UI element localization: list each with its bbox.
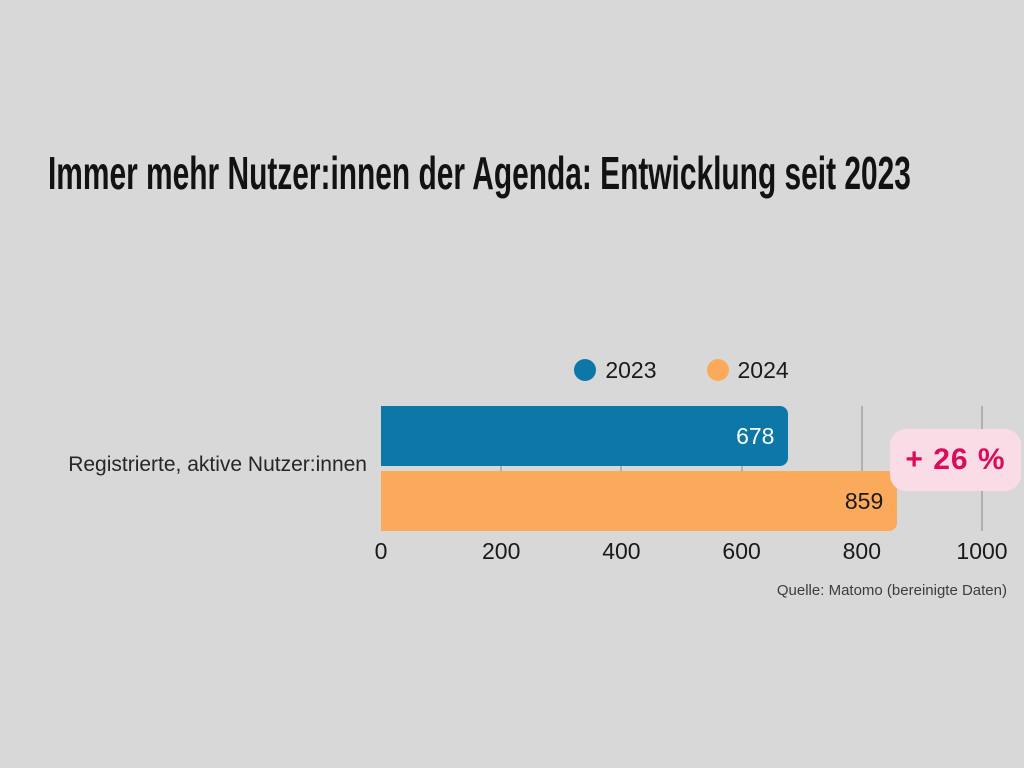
x-axis: 0 200 400 600 800 1000: [375, 538, 1008, 566]
x-tick-label: 200: [482, 538, 521, 564]
legend-label-2024: 2024: [737, 356, 789, 383]
x-tick-label: 1000: [956, 538, 1008, 564]
x-tick-label: 800: [842, 538, 881, 564]
legend-dot-2024-icon: [706, 359, 729, 381]
chart-legend: 2023 2024: [381, 356, 982, 384]
chart-title: Immer mehr Nutzer:innen der Agenda: Entw…: [48, 147, 911, 199]
plot-area: 678 859: [381, 406, 983, 531]
bar-value-2024: 859: [844, 487, 884, 514]
bar-2024: 859: [381, 471, 898, 531]
gridline: [740, 406, 743, 531]
bar-value-2023: 678: [736, 422, 775, 449]
source-note: Quelle: Matomo (bereinigte Daten): [776, 582, 1007, 599]
category-label: Registrierte, aktive Nutzer:innen: [68, 453, 367, 476]
legend-dot-2023-icon: [574, 359, 597, 381]
legend-item-2023: 2023: [574, 356, 657, 384]
x-tick-label: 400: [602, 538, 641, 564]
gridline: [860, 406, 863, 531]
x-tick-label: 0: [374, 538, 388, 564]
gridline: [620, 406, 623, 531]
gridline: [500, 406, 503, 531]
bar-2023: 678: [381, 406, 789, 466]
legend-item-2024: 2024: [706, 356, 789, 384]
x-tick-label: 600: [722, 538, 761, 564]
legend-label-2023: 2023: [605, 356, 657, 383]
growth-badge: + 26 %: [890, 429, 1021, 491]
